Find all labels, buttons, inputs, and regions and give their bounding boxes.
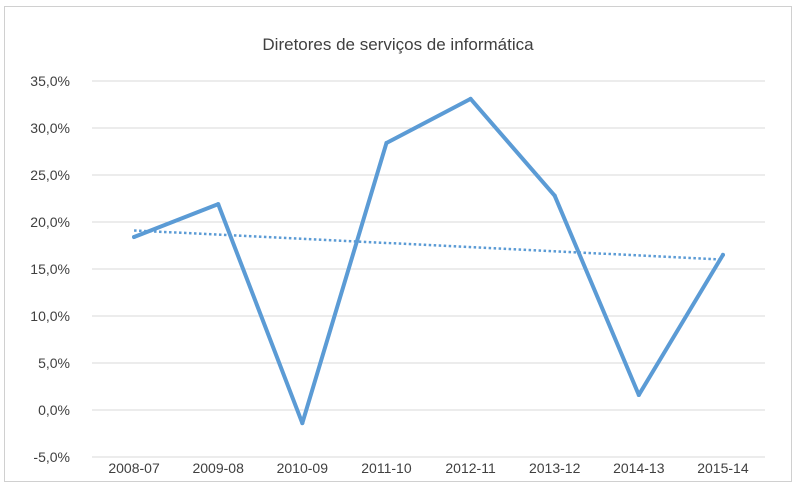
x-tick-label: 2008-07 bbox=[108, 460, 160, 476]
data-point bbox=[552, 193, 557, 198]
trendline-group bbox=[134, 229, 723, 261]
x-tick-label: 2013-12 bbox=[529, 460, 581, 476]
data-point bbox=[384, 141, 389, 146]
data-point bbox=[132, 235, 137, 240]
x-tick-label: 2014-13 bbox=[613, 460, 665, 476]
y-axis-tick-labels: -5,0% 0,0% 5,0% 10,0% 15,0% 20,0% 25,0% 30,0% 35… bbox=[30, 73, 70, 465]
chart-title: Diretores de serviços de informática bbox=[262, 35, 534, 54]
series-line bbox=[132, 96, 725, 426]
data-point bbox=[720, 252, 725, 257]
data-point bbox=[468, 96, 473, 101]
y-tick-label: 0,0% bbox=[38, 402, 70, 418]
data-point bbox=[300, 421, 305, 426]
trendline bbox=[134, 229, 723, 261]
x-tick-label: 2009-08 bbox=[192, 460, 244, 476]
data-point bbox=[636, 392, 641, 397]
x-tick-label: 2015-14 bbox=[697, 460, 749, 476]
x-tick-label: 2012-11 bbox=[445, 460, 496, 476]
series-group bbox=[132, 96, 725, 426]
y-tick-label: 10,0% bbox=[30, 308, 70, 324]
y-tick-label: -5,0% bbox=[33, 449, 70, 465]
chart-frame bbox=[4, 6, 792, 482]
y-tick-label: 35,0% bbox=[30, 73, 70, 89]
x-tick-label: 2010-09 bbox=[277, 460, 329, 476]
x-tick-label: 2011-10 bbox=[361, 460, 412, 476]
y-tick-label: 5,0% bbox=[38, 355, 70, 371]
x-axis-tick-labels: 2008-07 2009-08 2010-09 2011-10 2012-11 2013-… bbox=[108, 460, 748, 476]
gridlines bbox=[92, 80, 765, 458]
y-tick-label: 15,0% bbox=[30, 261, 70, 277]
y-tick-label: 25,0% bbox=[30, 167, 70, 183]
y-tick-label: 30,0% bbox=[30, 120, 70, 136]
data-point bbox=[216, 202, 221, 207]
y-tick-label: 20,0% bbox=[30, 214, 70, 230]
